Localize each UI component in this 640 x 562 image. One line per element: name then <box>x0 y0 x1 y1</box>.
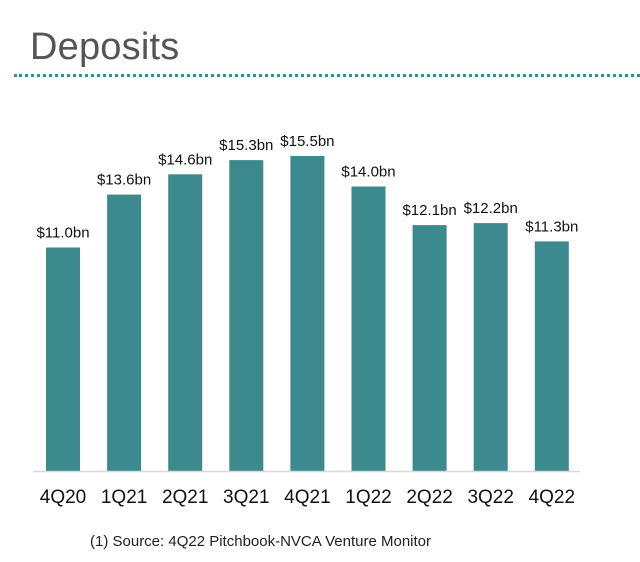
x-tick-label-2q22: 2Q22 <box>406 487 452 508</box>
bar-2q21 <box>168 174 203 472</box>
bar-4q20 <box>46 247 80 471</box>
data-label-4q22: $11.3bn <box>525 218 578 235</box>
data-label-1q22: $14.0bn <box>341 164 395 181</box>
bar-4q22 <box>534 241 569 471</box>
bar-1q22 <box>351 186 386 471</box>
data-label-1q21: $13.6bn <box>97 172 151 189</box>
bar-1q21 <box>107 194 142 471</box>
x-tick-label-3q21: 3Q21 <box>223 487 269 508</box>
x-tick-label-4q20: 4Q20 <box>40 487 86 508</box>
data-label-2q21: $14.6bn <box>158 151 212 168</box>
data-label-3q21: $15.3bn <box>219 137 273 154</box>
data-label-2q22: $12.1bn <box>402 202 456 219</box>
x-tick-label-2q21: 2Q21 <box>162 487 208 508</box>
x-tick-label-3q22: 3Q22 <box>467 487 513 508</box>
x-tick-label-4q22: 4Q22 <box>529 487 575 508</box>
page-title: Deposits <box>30 26 180 68</box>
x-tick-label-4q21: 4Q21 <box>284 487 330 508</box>
x-tick-label-1q21: 1Q21 <box>101 487 147 508</box>
data-label-4q21: $15.5bn <box>280 133 334 150</box>
bar-4q21 <box>290 156 325 471</box>
title-divider <box>14 74 640 77</box>
data-label-4q20: $11.0bn <box>36 225 89 242</box>
source-footnote: (1) Source: 4Q22 Pitchbook-NVCA Venture … <box>90 533 432 550</box>
x-tick-label-1q22: 1Q22 <box>345 487 391 508</box>
bar-3q22 <box>473 223 508 471</box>
bar-2q22 <box>412 225 447 471</box>
data-label-3q22: $12.2bn <box>464 200 518 217</box>
bar-3q21 <box>229 160 264 471</box>
